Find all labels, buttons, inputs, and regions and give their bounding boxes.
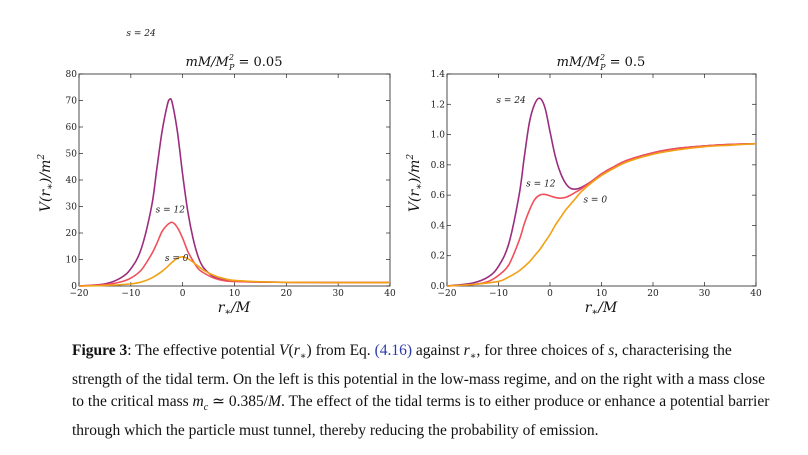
right-y-tick-label: 0.0 xyxy=(431,282,446,292)
left-series-label: s = 0 xyxy=(165,254,189,264)
right-y-tick-label: 0.6 xyxy=(431,191,446,201)
figure-caption: Figure 3: The effective potential V(r∗) … xyxy=(72,342,770,439)
right-series-label: s = 0 xyxy=(583,195,607,205)
left-series-label: s = 12 xyxy=(156,205,186,215)
right-y-tick-label: 1.4 xyxy=(431,70,446,80)
left-y-tick-label: 20 xyxy=(66,229,78,239)
left-y-tick-label: 60 xyxy=(66,123,78,133)
right-series-line-s-24 xyxy=(446,97,757,287)
left-y-tick-label: 10 xyxy=(66,256,78,266)
left-x-tick-label: 0 xyxy=(180,289,186,299)
left-x-axis-label: r∗/M xyxy=(218,300,251,318)
left-y-tick-label: 70 xyxy=(66,97,78,107)
left-x-tick-label: 20 xyxy=(281,289,293,299)
figure-label: Figure 3 xyxy=(72,342,128,359)
right-series-line-s-12 xyxy=(446,142,757,287)
left-x-tick-label: 10 xyxy=(229,289,241,299)
right-series-label: s = 12 xyxy=(526,179,556,189)
left-x-tick-label: 30 xyxy=(332,289,344,299)
left-x-tick-label: 40 xyxy=(384,289,396,299)
left-panel: mM/M2 P = 0.05 −20 −10 0 10 20 30 40 0 10 20 30 40 50… xyxy=(37,29,396,318)
left-series-line-s-24 xyxy=(78,97,391,287)
right-x-axis-label: r∗/M xyxy=(585,300,618,318)
equation-link[interactable]: (4.16) xyxy=(374,342,413,359)
right-series-label: s = 24 xyxy=(496,96,526,106)
right-y-tick-label: 1.0 xyxy=(431,131,446,141)
left-x-tick-label: −10 xyxy=(121,289,140,299)
left-y-tick-label: 30 xyxy=(66,203,78,213)
left-y-axis-label: V(r∗)/m2 xyxy=(37,154,56,213)
right-plot-frame xyxy=(446,73,757,287)
right-y-tick-label: 0.8 xyxy=(431,161,446,171)
left-y-tick-label: 0 xyxy=(71,282,77,292)
right-x-tick-label: 0 xyxy=(547,289,553,299)
left-series-label: s = 24 xyxy=(126,29,156,39)
left-y-tick-label: 40 xyxy=(66,176,78,186)
left-y-tick-label: 80 xyxy=(66,70,78,80)
right-x-tick-label: 30 xyxy=(699,289,711,299)
right-x-tick-label: −10 xyxy=(489,289,508,299)
right-x-tick-label: −20 xyxy=(438,289,457,299)
left-panel-title: mM/M2 P = 0.05 xyxy=(186,53,283,72)
right-y-tick-label: 0.2 xyxy=(431,252,445,262)
right-y-tick-label: 0.4 xyxy=(431,221,446,231)
left-x-tick-label: −20 xyxy=(70,289,89,299)
right-panel-title: mM/M2 P = 0.5 xyxy=(557,53,646,72)
right-x-tick-label: 40 xyxy=(750,289,762,299)
right-y-tick-label: 1.2 xyxy=(431,100,445,110)
right-series-line-s-0 xyxy=(446,142,757,287)
right-panel: mM/M2 P = 0.5 −20 −10 0 10 20 30 40 0.0 0.2 0.4 0.6… xyxy=(406,53,762,318)
right-x-tick-label: 20 xyxy=(647,289,659,299)
figure: mM/M2 P = 0.05 −20 −10 0 10 20 30 40 0 10 20 30 40 50… xyxy=(37,29,762,318)
right-x-tick-label: 10 xyxy=(596,289,608,299)
left-series-line-s-0 xyxy=(78,256,391,287)
right-y-axis-label: V(r∗)/m2 xyxy=(406,154,425,213)
left-plot-area: −20 −10 0 10 20 30 40 0 10 20 30 40 50 60 70 80 s = 24 s … xyxy=(66,29,396,299)
left-plot-frame xyxy=(78,73,391,287)
right-plot-area: −20 −10 0 10 20 30 40 0.0 0.2 0.4 0.6 0.8 1.0 1.2 1.4 s… xyxy=(431,70,762,299)
left-y-tick-label: 50 xyxy=(66,150,78,160)
left-series-line-s-12 xyxy=(78,221,391,287)
